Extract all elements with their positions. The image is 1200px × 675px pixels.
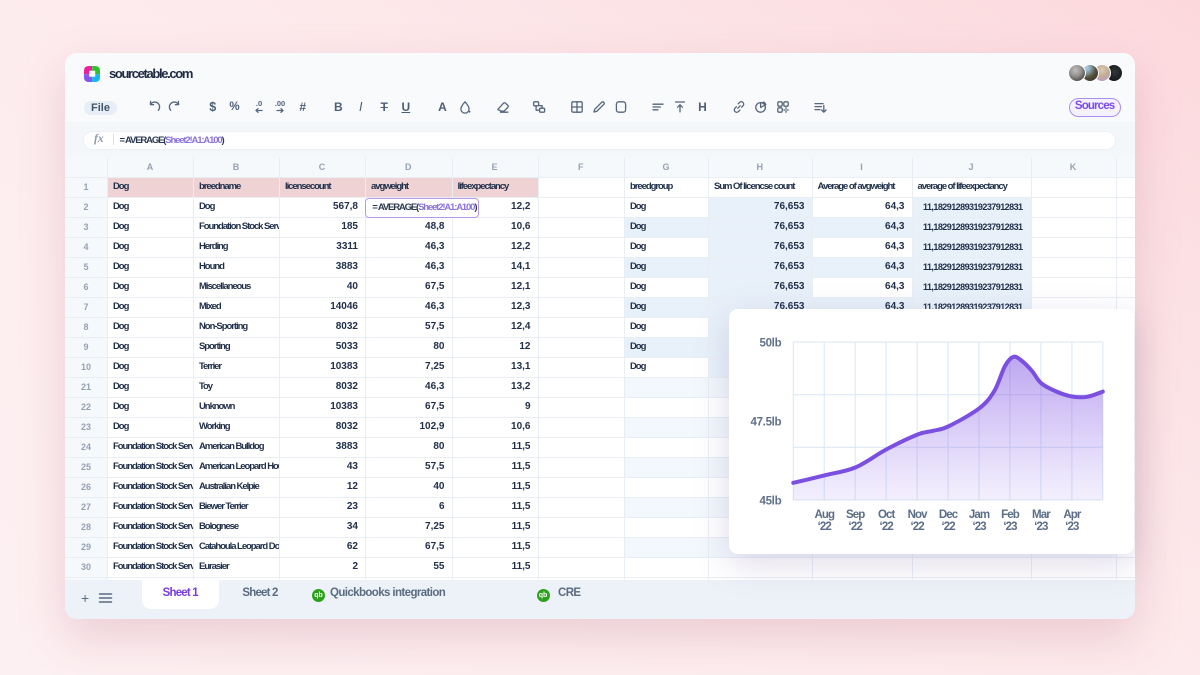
svg-text:‘22: ‘22 — [817, 521, 831, 533]
svg-text:Aug: Aug — [814, 509, 835, 521]
svg-text:50lb: 50lb — [759, 338, 781, 350]
svg-text:‘22: ‘22 — [879, 521, 893, 533]
svg-text:‘22: ‘22 — [910, 521, 924, 533]
svg-text:‘23: ‘23 — [972, 521, 986, 533]
svg-text:‘23: ‘23 — [1034, 521, 1048, 533]
svg-text:‘23: ‘23 — [1065, 521, 1079, 533]
svg-text:‘22: ‘22 — [848, 521, 862, 533]
svg-text:45lb: 45lb — [759, 496, 781, 508]
svg-text:Mar: Mar — [1032, 509, 1051, 521]
svg-text:.00: .00 — [275, 99, 285, 108]
svg-text:‘22: ‘22 — [941, 521, 955, 533]
svg-text:Oct: Oct — [878, 509, 896, 521]
svg-text:‘23: ‘23 — [1003, 521, 1017, 533]
svg-text:Sep: Sep — [846, 509, 865, 521]
svg-text:Feb: Feb — [1001, 509, 1020, 521]
svg-text:Jam: Jam — [969, 509, 990, 521]
svg-text:Apr: Apr — [1063, 509, 1082, 521]
svg-text:47.5lb: 47.5lb — [750, 417, 781, 429]
svg-text:Dec: Dec — [939, 509, 959, 521]
svg-text:Nov: Nov — [907, 509, 928, 521]
svg-text:.0: .0 — [255, 99, 261, 108]
